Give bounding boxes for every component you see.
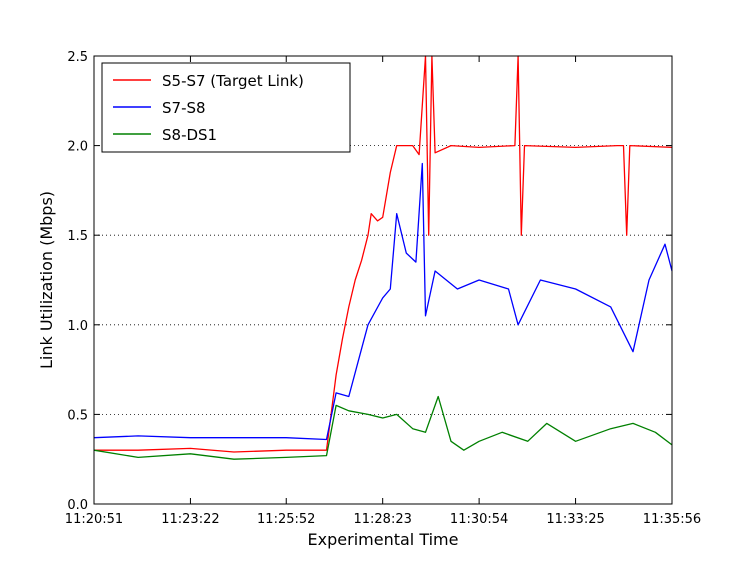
x-tick-label: 11:20:51 — [65, 512, 123, 527]
x-axis-tick-labels: 11:20:51 11:23:22 11:25:52 11:28:23 11:30:54… — [65, 512, 701, 527]
y-tick-label: 1.0 — [67, 319, 88, 334]
y-axis-label: Link Utilization (Mbps) — [37, 191, 56, 369]
y-tick-label: 0.0 — [67, 498, 88, 513]
x-tick-label: 11:30:54 — [450, 512, 508, 527]
y-tick-label: 2.5 — [67, 50, 88, 65]
axis-ticks — [93, 55, 673, 505]
y-tick-label: 1.5 — [67, 229, 88, 244]
x-tick-label: 11:25:52 — [257, 512, 315, 527]
legend-entry-s7-s8: S7-S8 — [162, 99, 206, 117]
x-tick-label: 11:35:56 — [643, 512, 701, 527]
x-tick-label: 11:33:25 — [546, 512, 604, 527]
grid-lines — [94, 145, 672, 415]
series-line-s8-ds1 — [93, 395, 673, 460]
legend: S5-S7 (Target Link) S7-S8 S8-DS1 — [101, 62, 351, 153]
legend-entry-s8-ds1: S8-DS1 — [162, 126, 217, 144]
series-line-target-link — [94, 55, 673, 453]
x-tick-label: 11:28:23 — [353, 512, 411, 527]
x-axis-label: Experimental Time — [308, 530, 459, 549]
y-tick-label: 2.0 — [67, 140, 88, 155]
legend-entry-target-link: S5-S7 (Target Link) — [162, 72, 304, 90]
x-tick-label: 11:23:22 — [161, 512, 219, 527]
series-line-s7-s8 — [93, 162, 673, 441]
series-lines — [93, 55, 673, 460]
y-tick-label: 0.5 — [67, 408, 88, 423]
y-axis-tick-labels: 0.0 0.5 1.0 1.5 2.0 2.5 — [67, 50, 88, 513]
